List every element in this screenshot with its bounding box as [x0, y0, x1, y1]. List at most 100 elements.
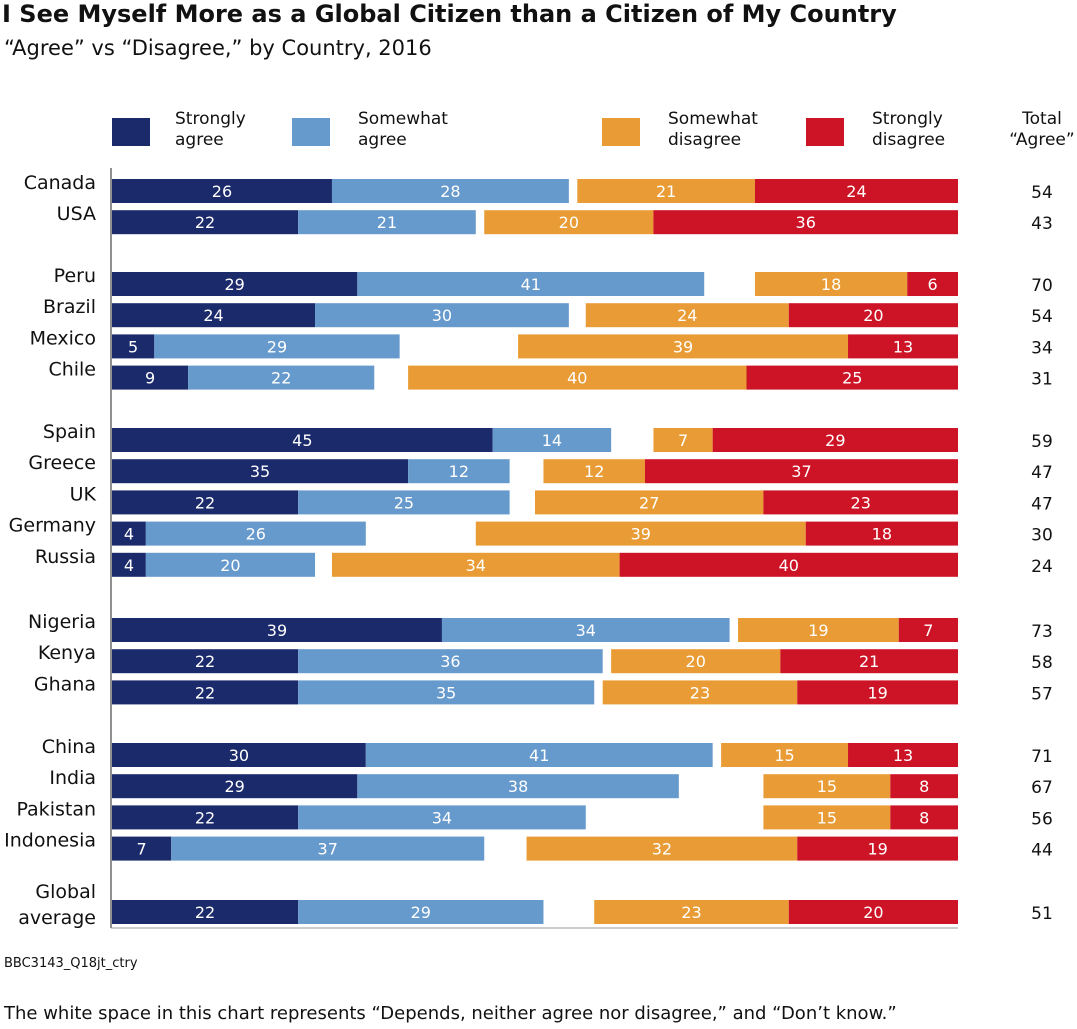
- bar-strongly-agree: [112, 428, 493, 452]
- bar-somewhat-disagree: [763, 805, 891, 830]
- bar-label-somewhat-agree: 22: [271, 369, 291, 388]
- bar-label-somewhat-agree: 38: [508, 777, 528, 796]
- legend-label-strongly-agree: agree: [175, 130, 224, 150]
- bar-somewhat-disagree: [754, 272, 908, 296]
- legend-label-somewhat-disagree: Somewhat: [668, 109, 758, 129]
- bar-somewhat-disagree: [763, 774, 891, 799]
- bar-label-somewhat-agree: 34: [576, 621, 596, 640]
- bar-label-strongly-agree: 5: [128, 337, 138, 356]
- bar-strongly-disagree: [788, 900, 958, 924]
- bar-somewhat-disagree: [653, 428, 713, 452]
- bar-strongly-disagree: [788, 303, 958, 328]
- bar-label-strongly-disagree: 8: [919, 777, 929, 796]
- bar-label-strongly-disagree: 20: [863, 306, 883, 325]
- bar-label-strongly-disagree: 23: [851, 493, 871, 512]
- bar-label-strongly-agree: 7: [137, 840, 147, 859]
- bar-strongly-agree: [112, 743, 366, 767]
- bar-label-somewhat-disagree: 19: [808, 621, 828, 640]
- bar-label-strongly-agree: 9: [145, 369, 155, 388]
- bar-somewhat-agree: [298, 680, 595, 705]
- total-agree-header: “Agree”: [1009, 130, 1074, 150]
- bar-label-somewhat-agree: 29: [411, 903, 431, 922]
- bar-somewhat-agree: [298, 490, 510, 515]
- bar-strongly-agree: [112, 805, 299, 830]
- legend-label-strongly-disagree: Strongly: [872, 109, 943, 129]
- bar-strongly-agree: [112, 552, 146, 577]
- total-agree-value: 31: [1031, 370, 1053, 390]
- bar-strongly-agree: [112, 334, 155, 359]
- bar-label-somewhat-disagree: 27: [639, 493, 659, 512]
- legend-label-strongly-disagree: disagree: [872, 130, 945, 150]
- total-agree-value: 43: [1031, 214, 1053, 234]
- bar-label-strongly-agree: 29: [224, 777, 244, 796]
- bar-somewhat-agree: [357, 272, 705, 296]
- bar-somewhat-disagree: [408, 365, 747, 390]
- chart-title: I See Myself More as a Global Citizen th…: [2, 0, 897, 28]
- bar-label-strongly-agree: 22: [195, 683, 215, 702]
- bar-strongly-agree: [112, 774, 358, 799]
- bar-somewhat-agree: [298, 805, 586, 830]
- bar-strongly-agree: [112, 365, 189, 390]
- bar-label-somewhat-disagree: 39: [631, 525, 651, 544]
- country-label: Chile: [48, 359, 96, 381]
- bar-label-somewhat-agree: 35: [436, 683, 456, 702]
- bar-strongly-disagree: [619, 552, 958, 577]
- bar-label-strongly-agree: 30: [229, 746, 249, 765]
- bar-label-somewhat-agree: 37: [318, 840, 338, 859]
- bar-somewhat-agree: [298, 210, 476, 235]
- bar-label-strongly-agree: 22: [195, 652, 215, 671]
- bar-label-strongly-disagree: 6: [928, 275, 938, 294]
- bar-somewhat-disagree: [738, 618, 899, 642]
- bar-label-somewhat-disagree: 15: [774, 746, 794, 765]
- bar-label-strongly-disagree: 25: [842, 369, 862, 388]
- country-label: Kenya: [38, 642, 96, 664]
- bar-somewhat-agree: [145, 521, 366, 546]
- bar-strongly-disagree: [848, 743, 958, 767]
- bar-strongly-agree: [112, 490, 299, 515]
- bar-label-strongly-agree: 22: [195, 493, 215, 512]
- bar-strongly-agree: [112, 649, 299, 674]
- bar-somewhat-agree: [492, 428, 612, 452]
- country-label: Germany: [9, 515, 96, 537]
- bar-somewhat-disagree: [577, 179, 755, 203]
- country-label: China: [42, 736, 96, 758]
- bar-label-strongly-agree: 29: [224, 275, 244, 294]
- bar-strongly-disagree: [898, 618, 958, 642]
- total-agree-value: 59: [1031, 432, 1053, 452]
- bar-label-somewhat-agree: 41: [529, 746, 549, 765]
- bar-label-somewhat-agree: 12: [449, 462, 469, 481]
- bar-label-somewhat-agree: 28: [440, 182, 460, 201]
- legend-swatch-somewhat-disagree: [602, 118, 640, 146]
- bar-label-somewhat-disagree: 32: [652, 840, 672, 859]
- bar-label-somewhat-disagree: 20: [559, 213, 579, 232]
- bar-label-somewhat-disagree: 15: [817, 777, 837, 796]
- bar-somewhat-disagree: [585, 303, 789, 328]
- bar-somewhat-agree: [365, 743, 713, 767]
- bar-strongly-disagree: [763, 490, 958, 515]
- bar-strongly-disagree: [848, 334, 958, 359]
- bar-strongly-agree: [112, 900, 299, 924]
- country-label: Mexico: [30, 327, 96, 349]
- bar-label-somewhat-disagree: 20: [686, 652, 706, 671]
- legend-swatch-somewhat-agree: [292, 118, 330, 146]
- country-label: Peru: [54, 265, 96, 287]
- total-agree-value: 70: [1031, 276, 1053, 296]
- bar-strongly-agree: [112, 272, 358, 296]
- bar-somewhat-disagree: [602, 680, 798, 705]
- total-agree-value: 47: [1031, 463, 1053, 483]
- country-label: Canada: [24, 172, 96, 194]
- bar-label-strongly-agree: 26: [212, 182, 232, 201]
- bar-strongly-agree: [112, 836, 172, 861]
- total-agree-value: 44: [1031, 841, 1053, 861]
- bar-label-somewhat-disagree: 34: [466, 556, 486, 575]
- bar-label-somewhat-agree: 36: [440, 652, 460, 671]
- bar-somewhat-agree: [331, 179, 569, 203]
- bar-strongly-disagree: [797, 836, 958, 861]
- bar-strongly-agree: [112, 680, 299, 705]
- bar-label-strongly-disagree: 24: [846, 182, 866, 201]
- bar-label-strongly-agree: 45: [292, 431, 312, 450]
- bar-label-somewhat-disagree: 12: [584, 462, 604, 481]
- bar-label-somewhat-disagree: 18: [821, 275, 841, 294]
- country-label: Greece: [28, 452, 96, 474]
- country-label: Nigeria: [28, 611, 96, 633]
